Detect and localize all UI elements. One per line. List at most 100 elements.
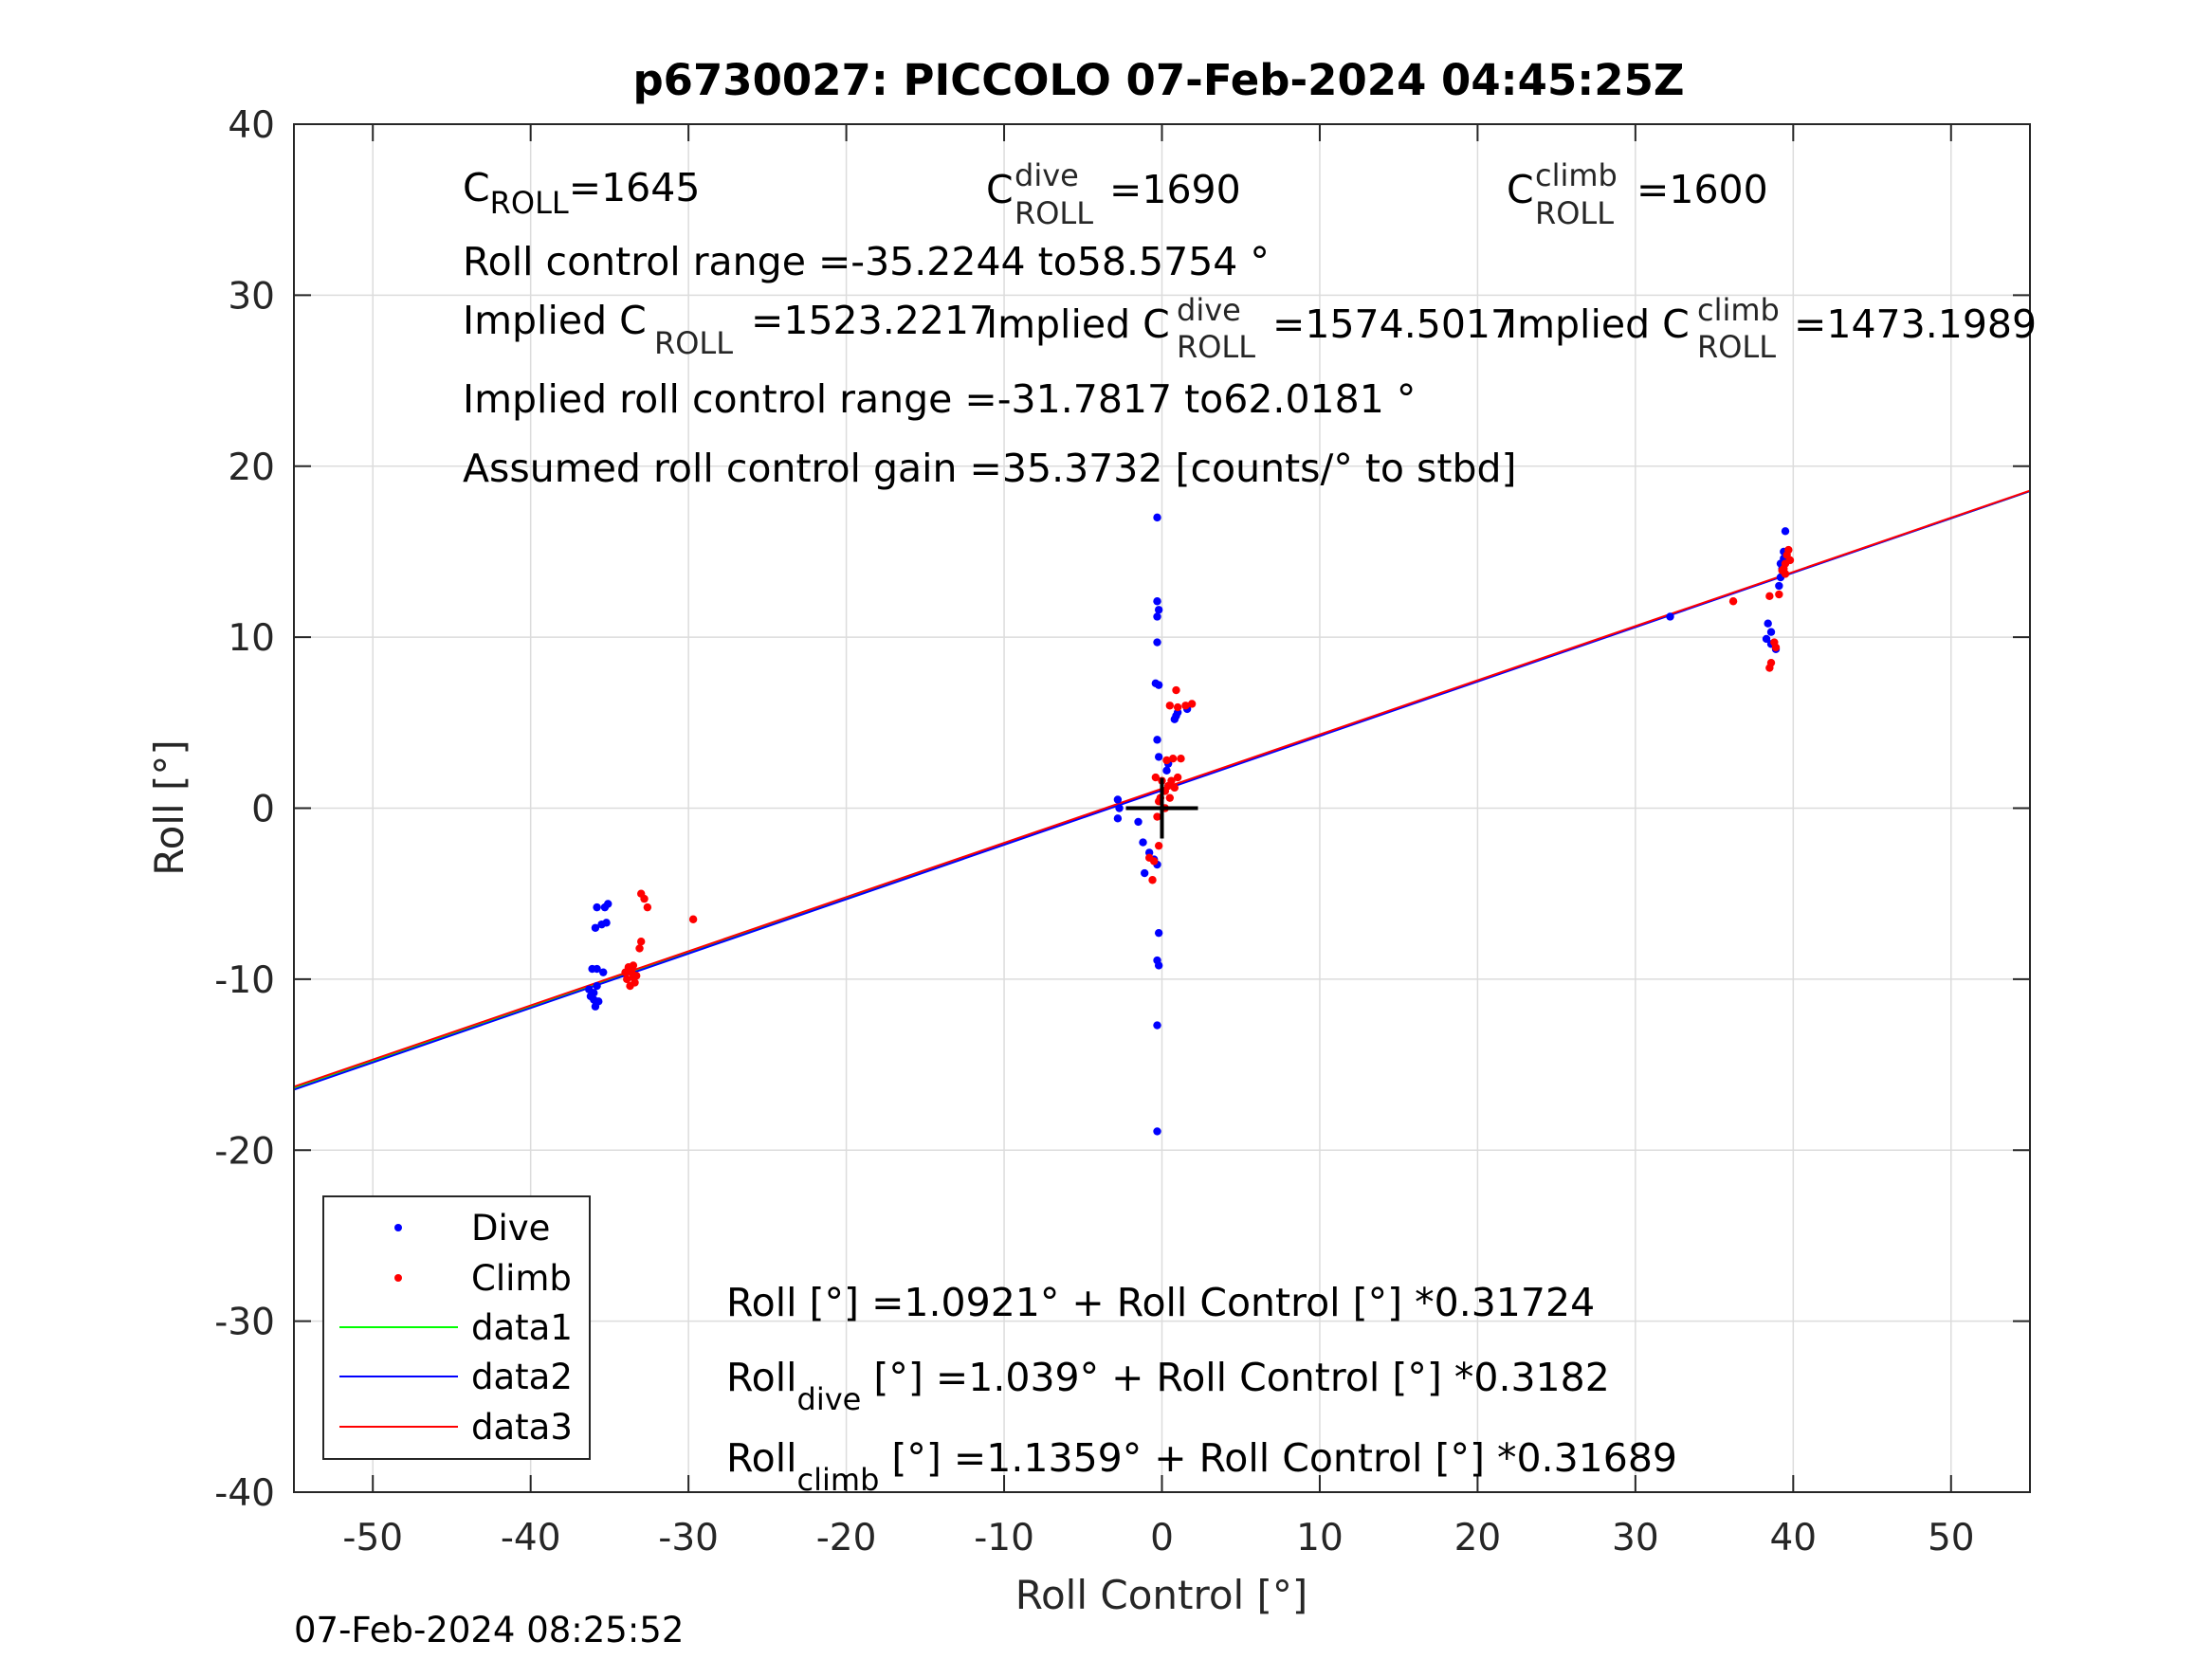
implied-roll-control-range: Implied roll control range =-31.7817 to6… <box>463 376 1416 422</box>
dive-point <box>1781 527 1790 536</box>
dive-point <box>1154 961 1163 970</box>
dive-point <box>1154 928 1163 938</box>
climb-point <box>1173 702 1182 712</box>
implied-c-roll-climb-sup: climb <box>1697 292 1780 328</box>
dive-point <box>1153 1021 1161 1030</box>
c-roll-dive-sub: ROLL <box>1015 195 1093 231</box>
climb-point <box>1170 783 1179 793</box>
c-roll-dive-value: =1690 <box>1109 167 1241 212</box>
dive-point <box>1766 628 1776 636</box>
axis-ticks: -50 -40 -30 -20 -10 0 10 20 30 40 50 -40 -30 -20 -10 0 1… <box>214 104 2030 1559</box>
climb-point <box>1765 664 1774 672</box>
implied-c-roll-climb: Implied C <box>1506 301 1690 347</box>
x-tick-label: 40 <box>1769 1517 1817 1559</box>
y-axis-label: Roll [°] <box>146 739 192 875</box>
climb-point <box>1149 857 1159 866</box>
implied-c-roll-climb-sub: ROLL <box>1697 329 1776 365</box>
implied-c-roll: Implied C <box>463 298 647 343</box>
dive-point <box>1153 597 1161 606</box>
implied-c-roll-dive-value: =1574.5017 <box>1272 301 1515 347</box>
x-tick-label: -10 <box>974 1517 1034 1559</box>
dive-point <box>594 997 603 1006</box>
dive-point <box>602 919 611 927</box>
climb-point <box>1168 754 1178 763</box>
climb-point <box>1167 776 1176 785</box>
dive-point <box>1139 838 1147 847</box>
y-tick-label: -20 <box>214 1130 275 1173</box>
implied-c-roll-value: =1523.2217 <box>751 298 994 343</box>
y-tick-label: -30 <box>214 1302 275 1344</box>
climb-point <box>626 981 634 991</box>
dive-point <box>1154 753 1163 761</box>
dive-point <box>1764 619 1772 628</box>
implied-c-roll-climb-value: =1473.1989 <box>1794 301 2037 347</box>
dive-point <box>1113 814 1123 823</box>
x-tick-label: 0 <box>1150 1517 1174 1559</box>
legend-dive-label: Dive <box>471 1208 550 1249</box>
climb-point <box>1187 700 1197 708</box>
climb-point <box>1173 773 1182 782</box>
climb-point <box>1153 812 1161 821</box>
c-roll-annotation: CROLL=1645 <box>463 165 700 221</box>
climb-point <box>623 975 631 984</box>
fit-equation-dive: Rolldive [°] =1.039° + Roll Control [°] … <box>726 1355 1610 1417</box>
x-tick-label: -40 <box>501 1517 561 1559</box>
climb-point <box>1165 702 1175 710</box>
dive-point <box>593 981 601 991</box>
x-tick-label: -30 <box>658 1517 719 1559</box>
dive-point <box>1153 638 1161 647</box>
y-tick-label: 10 <box>228 617 275 660</box>
climb-point <box>1785 556 1795 565</box>
dive-point <box>599 968 608 976</box>
x-tick-label: -50 <box>342 1517 403 1559</box>
dive-point <box>1154 681 1163 689</box>
dive-point <box>1172 711 1180 720</box>
legend-data2-label: data2 <box>471 1357 573 1397</box>
dive-point <box>593 902 601 912</box>
generation-timestamp: 07-Feb-2024 08:25:52 <box>294 1610 684 1650</box>
dive-point <box>1115 804 1124 812</box>
climb-point <box>1151 773 1161 782</box>
y-tick-label: 20 <box>228 447 275 489</box>
fit-equation-climb: Rollclimb [°] =1.1359° + Roll Control [°… <box>726 1435 1677 1498</box>
implied-c-roll-dive-sup: dive <box>1177 292 1241 328</box>
origin-marker <box>1125 777 1198 839</box>
climb-point <box>1765 592 1774 601</box>
climb-point <box>635 944 644 953</box>
dive-point <box>1140 868 1149 878</box>
climb-point <box>632 972 641 980</box>
dive-point <box>593 964 601 974</box>
climb-point <box>640 894 649 903</box>
roll-control-range: Roll control range =-35.2244 to58.5754 ° <box>463 239 1270 284</box>
dive-point <box>1153 1127 1161 1136</box>
c-roll-climb-sub: ROLL <box>1535 195 1614 231</box>
x-tick-label: 20 <box>1454 1517 1502 1559</box>
climb-point <box>1775 590 1783 599</box>
climb-point <box>1784 545 1793 555</box>
climb-point <box>688 915 698 923</box>
climb-point <box>1728 597 1738 606</box>
c-roll-dive-annotation: C <box>986 167 1014 212</box>
climb-point <box>1162 756 1171 765</box>
climb-point <box>1177 754 1185 763</box>
chart-title: p6730027: PICCOLO 07-Feb-2024 04:45:25Z <box>632 55 1684 105</box>
dive-point <box>1154 606 1163 614</box>
dive-point <box>1153 736 1161 744</box>
dive-point <box>1775 581 1783 591</box>
y-tick-label: -40 <box>214 1472 275 1515</box>
dive-point <box>1113 795 1123 804</box>
legend-data3-label: data3 <box>471 1407 573 1448</box>
y-tick-label: 0 <box>251 789 275 831</box>
x-tick-label: 50 <box>1928 1517 1975 1559</box>
climb-point <box>1154 841 1163 850</box>
dive-point <box>1162 766 1171 775</box>
legend-climb-label: Climb <box>471 1258 572 1299</box>
climb-point <box>643 902 652 912</box>
climb-point <box>1781 570 1790 578</box>
fit-equation-all: Roll [°] =1.0921° + Roll Control [°] *0.… <box>726 1280 1595 1325</box>
x-tick-label: -20 <box>816 1517 877 1559</box>
x-tick-label: 10 <box>1296 1517 1344 1559</box>
legend-dive-marker <box>394 1224 402 1231</box>
scatter-points <box>585 513 1795 1136</box>
